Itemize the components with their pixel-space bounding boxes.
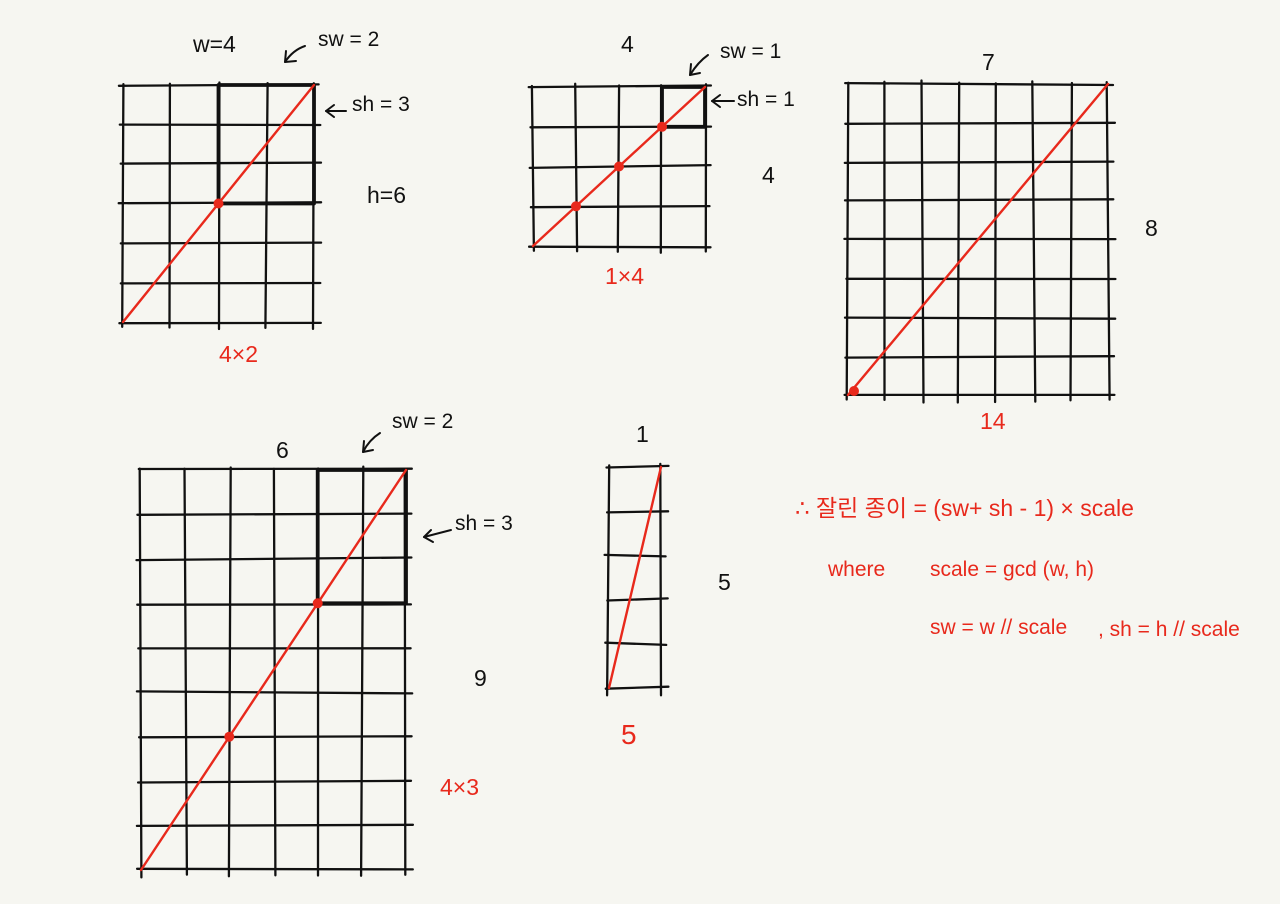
grid-horizontal-line [604, 685, 670, 690]
grid-vertical-line [845, 81, 850, 401]
lattice-point-dot [614, 161, 624, 172]
lattice-point-dot [657, 121, 667, 132]
grid-4x6-sw-label: sw = 2 [318, 28, 380, 51]
formula-main: ∴ 잘린 종이 = (sw+ sh - 1) × scale [795, 495, 1134, 521]
grid-vertical-line [121, 83, 125, 328]
grid-4x4-height-label: 4 [762, 162, 775, 188]
grid-horizontal-line [527, 245, 712, 249]
grid-7x8 [843, 79, 1117, 404]
grid-7x8-height-label: 8 [1145, 215, 1158, 241]
grid-4x4 [527, 82, 713, 254]
diagonal-cut-line [846, 82, 1110, 397]
grid-horizontal-line [843, 198, 1115, 202]
grid-4x4-sw-label: sw = 1 [720, 40, 782, 63]
formula-where: where [828, 558, 886, 581]
grid-6x9-result-label: 4×3 [440, 774, 480, 800]
start-point-dot [849, 386, 859, 396]
grid-vertical-line [227, 466, 232, 878]
grid-vertical-line [659, 462, 663, 697]
grid-horizontal-line [136, 779, 413, 784]
grid-4x6-sh-arrow [325, 104, 347, 118]
grid-horizontal-line [844, 121, 1117, 125]
grid-4x6-sw-arrow [284, 45, 306, 63]
unit-block-highlight [216, 83, 316, 206]
grid-1x5 [603, 462, 670, 697]
grid-7x8-result-label: 14 [980, 408, 1006, 434]
grid-horizontal-line [119, 241, 323, 245]
grid-4x4-sh-label: sh = 1 [737, 88, 795, 111]
grid-vertical-line [956, 81, 961, 404]
grid-horizontal-line [135, 690, 414, 695]
formula-sw-definition: sw = w // scale [930, 616, 1068, 639]
grid-4x6-height-label: h=6 [367, 182, 407, 208]
grid-6x9-sw-label: sw = 2 [392, 410, 454, 433]
grid-vertical-line [183, 467, 189, 876]
grid-horizontal-line [605, 510, 670, 514]
grid-horizontal-line [135, 823, 415, 828]
diagonal-cut-line [139, 468, 408, 872]
grid-6x9-height-label: 9 [474, 665, 487, 691]
grid-horizontal-line [843, 160, 1115, 165]
grid-1x5-result-label: 5 [621, 719, 637, 750]
grid-vertical-line [359, 465, 365, 877]
grid-vertical-line [264, 81, 269, 330]
grid-4x4-sh-arrow [711, 94, 735, 108]
grid-vertical-line [993, 82, 997, 404]
grid-horizontal-line [529, 204, 711, 209]
lattice-point-dot [213, 198, 224, 209]
grid-1x5-width-label: 1 [636, 421, 649, 447]
grid-4x6-result-label: 4×2 [219, 341, 259, 367]
grid-1x5-height-label: 5 [718, 569, 731, 595]
lattice-point-dot [312, 598, 323, 609]
grid-horizontal-line [119, 161, 323, 165]
grid-horizontal-line [844, 355, 1116, 359]
grid-horizontal-line [606, 597, 669, 602]
grid-4x4-width-label: 4 [621, 31, 634, 57]
grid-vertical-line [1105, 81, 1111, 401]
grid-6x9-width-label: 6 [276, 437, 289, 463]
grid-4x4-result-label: 1×4 [605, 263, 645, 289]
grid-horizontal-line [605, 464, 670, 469]
grid-4x6-width-label: w=4 [193, 31, 236, 57]
grid-horizontal-line [135, 556, 413, 562]
grid-horizontal-line [603, 553, 667, 558]
grid-vertical-line [272, 467, 277, 877]
grid-horizontal-line [844, 81, 1115, 87]
lattice-point-dot [571, 201, 581, 212]
unit-block-highlight [660, 85, 707, 129]
grid-6x9-sh-label: sh = 3 [455, 512, 513, 535]
formula-scale-definition: scale = gcd (w, h) [930, 558, 1094, 581]
grid-vertical-line [1069, 81, 1074, 402]
grid-4x6-sh-label: sh = 3 [352, 93, 410, 116]
grid-4x6 [117, 81, 323, 331]
grid-horizontal-line [843, 316, 1117, 320]
grid-horizontal-line [604, 641, 668, 647]
grid-6x9 [135, 465, 415, 879]
grid-vertical-line [605, 464, 611, 697]
lattice-point-dot [224, 731, 235, 742]
grid-horizontal-line [136, 512, 413, 516]
grid-4x4-sw-arrow [689, 54, 709, 76]
unit-block-highlight [315, 468, 408, 606]
grid-horizontal-line [137, 735, 413, 739]
grid-horizontal-line [135, 867, 414, 871]
formula-sh-definition: , sh = h // scale [1098, 618, 1240, 641]
grid-vertical-line [1031, 80, 1037, 403]
diagonal-cut-line [607, 465, 663, 690]
grid-vertical-line [920, 79, 925, 404]
grid-6x9-sw-arrow [362, 432, 381, 453]
grid-7x8-width-label: 7 [982, 49, 995, 75]
grid-vertical-line [138, 467, 143, 879]
grid-6x9-sh-arrow [423, 529, 452, 543]
